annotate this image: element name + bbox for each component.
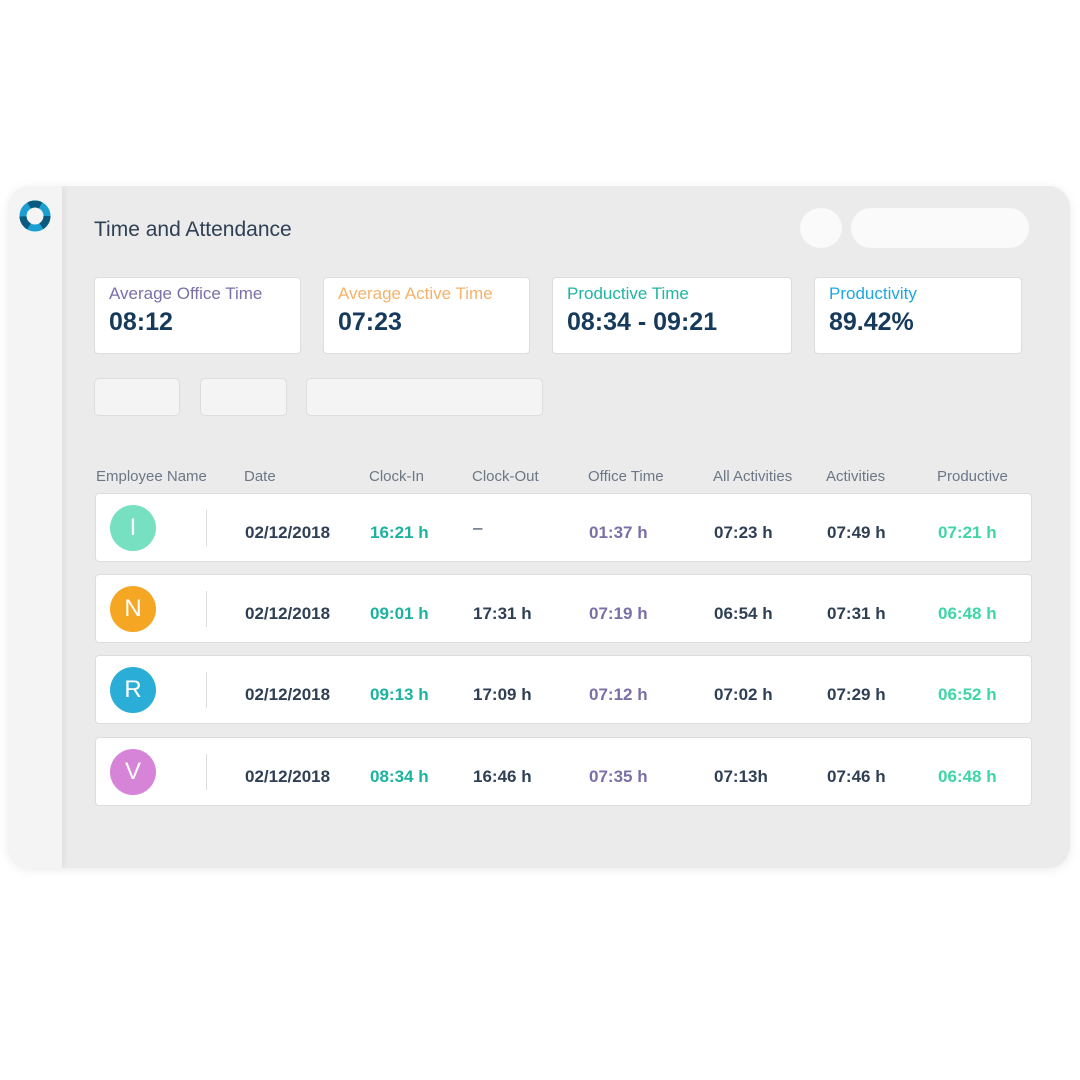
cell-date: 02/12/2018 xyxy=(245,767,331,786)
avatar: I xyxy=(110,505,156,551)
stat-value: 89.42% xyxy=(829,308,914,336)
app-logo-icon[interactable] xyxy=(19,200,51,232)
column-header[interactable]: Office Time xyxy=(588,468,664,485)
app-window: Time and Attendance Average Office Time 0… xyxy=(8,186,1070,868)
cell-office: 07:12 h xyxy=(589,685,648,704)
cell-date: 02/12/2018 xyxy=(245,604,331,623)
cell-office: 07:19 h xyxy=(589,604,648,623)
stat-card: Average Office Time 08:12 xyxy=(94,277,301,354)
cell-clock-in: 16:21 h xyxy=(370,523,429,542)
cell-all: 07:02 h xyxy=(714,685,773,704)
column-header[interactable]: Clock-Out xyxy=(472,468,539,485)
column-header[interactable]: Productive xyxy=(937,468,1008,485)
stat-value: 08:34 - 09:21 xyxy=(567,308,718,336)
cell-productive: 06:48 h xyxy=(938,767,997,786)
cell-clock-out: 17:31 h xyxy=(473,604,532,623)
divider xyxy=(206,672,207,708)
cell-productive: 06:48 h xyxy=(938,604,997,623)
divider xyxy=(206,510,207,546)
avatar: V xyxy=(110,749,156,795)
avatar: R xyxy=(110,667,156,713)
cell-activities: 07:49 h xyxy=(827,523,886,542)
cell-clock-in: 09:01 h xyxy=(370,604,429,623)
cell-clock-out: – xyxy=(473,518,483,537)
stat-label: Productivity xyxy=(829,284,917,303)
cell-all: 07:13h xyxy=(714,767,768,786)
stat-label: Productive Time xyxy=(567,284,689,303)
cell-activities: 07:46 h xyxy=(827,767,886,786)
filter-placeholder[interactable] xyxy=(94,378,180,416)
page-title: Time and Attendance xyxy=(94,218,292,241)
sidebar xyxy=(8,186,62,868)
cell-clock-out: 17:09 h xyxy=(473,685,532,704)
column-header[interactable]: Clock-In xyxy=(369,468,425,485)
avatar-placeholder[interactable] xyxy=(800,208,842,248)
cell-activities: 07:31 h xyxy=(827,604,886,623)
column-header[interactable]: Date xyxy=(244,468,276,485)
cell-clock-out: 16:46 h xyxy=(473,767,532,786)
table-row[interactable]: I 02/12/2018 16:21 h – 01:37 h 07:23 h 07:49 h… xyxy=(95,493,1032,562)
table-row[interactable]: V 02/12/2018 08:34 h 16:46 h 07:35 h 07:13h 07… xyxy=(95,737,1032,806)
filter-placeholder[interactable] xyxy=(200,378,287,416)
stat-card: Average Active Time 07:23 xyxy=(323,277,530,354)
divider xyxy=(206,591,207,627)
cell-activities: 07:29 h xyxy=(827,685,886,704)
search-placeholder[interactable] xyxy=(851,208,1029,248)
filter-placeholder[interactable] xyxy=(306,378,543,416)
stat-value: 07:23 xyxy=(338,308,402,336)
cell-productive: 06:52 h xyxy=(938,685,997,704)
cell-productive: 07:21 h xyxy=(938,523,997,542)
stat-card: Productivity 89.42% xyxy=(814,277,1022,354)
cell-clock-in: 09:13 h xyxy=(370,685,429,704)
column-header[interactable]: Activities xyxy=(826,468,886,485)
stat-label: Average Active Time xyxy=(338,284,493,303)
cell-all: 06:54 h xyxy=(714,604,773,623)
table-row[interactable]: N 02/12/2018 09:01 h 17:31 h 07:19 h 06:54 h 0… xyxy=(95,574,1032,643)
cell-date: 02/12/2018 xyxy=(245,685,331,704)
cell-all: 07:23 h xyxy=(714,523,773,542)
column-header[interactable]: Employee Name xyxy=(96,468,207,485)
stat-value: 08:12 xyxy=(109,308,173,336)
avatar: N xyxy=(110,586,156,632)
column-header[interactable]: All Activities xyxy=(713,468,793,485)
divider xyxy=(206,754,207,790)
stat-card: Productive Time 08:34 - 09:21 xyxy=(552,277,792,354)
cell-office: 07:35 h xyxy=(589,767,648,786)
cell-date: 02/12/2018 xyxy=(245,523,331,542)
table-row[interactable]: R 02/12/2018 09:13 h 17:09 h 07:12 h 07:02 h 0… xyxy=(95,655,1032,724)
stat-label: Average Office Time xyxy=(109,284,263,303)
cell-clock-in: 08:34 h xyxy=(370,767,429,786)
cell-office: 01:37 h xyxy=(589,523,648,542)
